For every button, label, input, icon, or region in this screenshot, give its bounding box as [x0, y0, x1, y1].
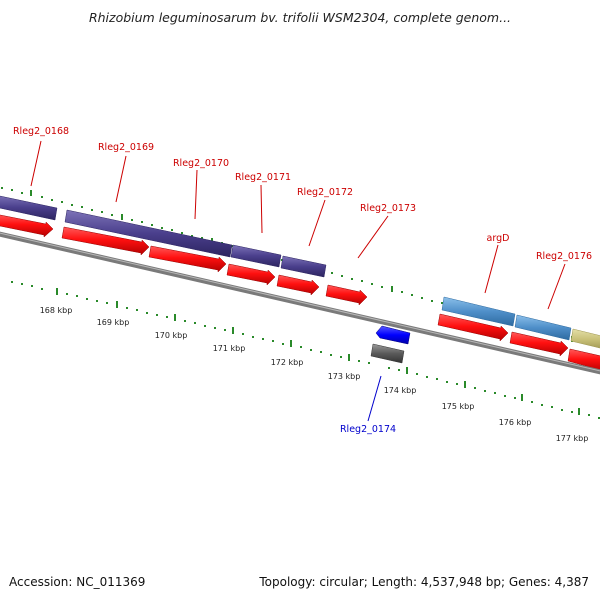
cds-arrow[interactable]: [226, 263, 276, 286]
gene-label[interactable]: Rleg2_0170: [173, 158, 229, 169]
gene-label[interactable]: Rleg2_0172: [297, 187, 353, 198]
scale-label: 174 kbp: [384, 386, 417, 395]
gene-label[interactable]: argD: [487, 233, 510, 244]
reverse-gene-arrow[interactable]: [375, 325, 411, 345]
gene-labels[interactable]: Rleg2_0168 Rleg2_0169 Rleg2_0170 Rleg2_0…: [13, 126, 592, 435]
cds-arrow[interactable]: [0, 214, 54, 238]
cds-arrow[interactable]: [148, 245, 227, 273]
gene-label[interactable]: Rleg2_0173: [360, 203, 416, 214]
genome-summary-text: Topology: circular; Length: 4,537,948 bp…: [259, 575, 589, 589]
feature-row[interactable]: [0, 195, 600, 350]
cds-arrow[interactable]: [325, 284, 368, 306]
feature-block[interactable]: [441, 296, 516, 327]
genome-backbone: [0, 231, 600, 375]
reverse-feature-block[interactable]: [370, 343, 405, 364]
scale-label: 175 kbp: [442, 402, 475, 411]
scale-label: 177 kbp: [556, 434, 589, 443]
cds-arrow[interactable]: [437, 313, 509, 342]
gene-label[interactable]: Rleg2_0169: [98, 142, 154, 153]
cds-row[interactable]: [0, 214, 600, 372]
gene-label[interactable]: Rleg2_0174: [340, 424, 396, 435]
cds-arrow[interactable]: [276, 274, 320, 296]
scale-label: 168 kbp: [40, 306, 73, 315]
scale-tick-row: [11, 281, 600, 419]
cds-arrow[interactable]: [509, 331, 569, 357]
gene-label[interactable]: Rleg2_0168: [13, 126, 69, 137]
feature-block[interactable]: [514, 314, 572, 341]
scale-label: 170 kbp: [155, 331, 188, 340]
scale-label: 172 kbp: [271, 358, 304, 367]
label-leader-lines: [30, 140, 566, 422]
cds-arrow[interactable]: [61, 226, 150, 256]
scale-labels: 168 kbp 169 kbp 170 kbp 171 kbp 172 kbp …: [40, 306, 589, 443]
cds-arrow[interactable]: [567, 348, 600, 372]
feature-block[interactable]: [230, 244, 282, 268]
feature-block[interactable]: [570, 328, 600, 350]
reverse-features[interactable]: [370, 325, 411, 364]
feature-block[interactable]: [64, 209, 233, 258]
accession-text: Accession: NC_011369: [9, 575, 146, 589]
gene-label[interactable]: Rleg2_0171: [235, 172, 291, 183]
feature-block[interactable]: [280, 255, 327, 278]
scale-label: 173 kbp: [328, 372, 361, 381]
genome-title: Rhizobium leguminosarum bv. trifolii WSM…: [88, 10, 512, 25]
feature-block[interactable]: [0, 195, 58, 221]
gene-label[interactable]: Rleg2_0176: [536, 251, 592, 262]
scale-label: 169 kbp: [97, 318, 130, 327]
scale-label: 171 kbp: [213, 344, 246, 353]
scale-label: 176 kbp: [499, 418, 532, 427]
